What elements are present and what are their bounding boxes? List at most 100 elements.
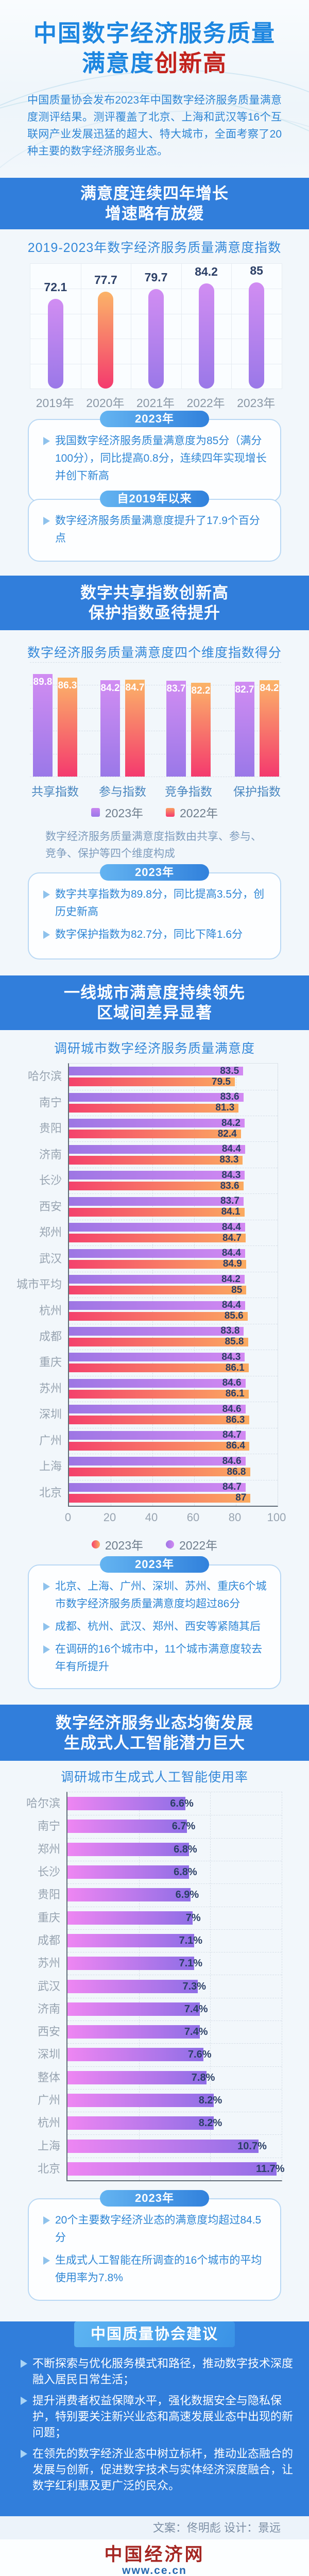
chart3-value-label: 84.3 xyxy=(221,1169,241,1181)
chart3-bar-2023 xyxy=(69,1389,249,1399)
chart4-bar xyxy=(67,1865,189,1879)
chart1-value-label: 85 xyxy=(250,264,263,278)
chart3-city-label: 上海 xyxy=(39,1460,62,1473)
chart3-x-tick: 0 xyxy=(64,1511,72,1524)
chart2-bar-2022年 xyxy=(125,680,145,777)
callout-ai: 2023年 20个主要数字经济业态的满意度均超过84.5分 生成式人工智能在所调… xyxy=(0,2190,309,2314)
chart2-bar-2022年 xyxy=(191,682,211,777)
chart4-title: 调研城市生成式人工智能使用率 xyxy=(60,1770,248,1784)
chart1-x-label: 2023年 xyxy=(237,396,276,410)
chart4-value-label: 7.6% xyxy=(187,2049,212,2061)
chart3-bar-2022 xyxy=(69,1378,246,1388)
legend-swatch-purple xyxy=(91,807,100,817)
chart3-value-label: 83.7 xyxy=(220,1196,239,1207)
chart3-city-label: 成都 xyxy=(39,1329,62,1343)
chart1-value-label: 77.7 xyxy=(94,273,117,287)
chart4-city-label: 西安 xyxy=(37,2025,60,2039)
chart2-bar-2023年 xyxy=(33,674,53,777)
chart3-city-label: 哈尔滨 xyxy=(27,1070,62,1083)
chart3-value-label: 83.6 xyxy=(220,1091,239,1103)
chart-dimensions-section: 数字经济服务质量满意度四个维度指数得分 89.8 84.2 83.7 82.7 86.3… xyxy=(0,630,309,864)
chart3-plot: 哈尔滨 83.5 79.5 南宁 83.6 81.3 贵阳 84.2 82.4 济南 84.4 83.… xyxy=(16,1063,278,1507)
chart4-value-label: 7.1% xyxy=(179,1958,203,1969)
callout-box: 20个主要数字经济业态的满意度均超过84.5分 生成式人工智能在所调查的16个城… xyxy=(28,2198,281,2301)
chart4-city-label: 武汉 xyxy=(37,1979,60,1993)
chart4-city-label: 贵阳 xyxy=(37,1888,60,1901)
chart4-bar xyxy=(67,1820,187,1833)
chart3-value-label: 81.3 xyxy=(215,1102,235,1114)
bullet-item: 20个主要数字经济业态的满意度均超过84.5分 xyxy=(43,2212,268,2247)
chart3-legend: 2023年 2022年 xyxy=(0,1536,309,1553)
band-line: 保护指数亟待提升 xyxy=(89,604,220,622)
badge-2023: 2023年 xyxy=(100,1556,209,1573)
chart4-bar xyxy=(67,1979,198,1993)
chart1-value-label: 72.1 xyxy=(44,280,67,294)
chart1-xlabels: 2019年 2020年 2021年 2022年 2023年 xyxy=(30,393,281,411)
chart2-note: 数字经济服务质量满意度指数由共享、参与、竞争、保护等四个维度构成 xyxy=(45,831,262,860)
chart2-value-label: 82.7 xyxy=(235,684,254,696)
chart4-bar xyxy=(67,2025,200,2039)
badge-2023: 2023年 xyxy=(100,2190,209,2207)
chart3-bar-2022 xyxy=(69,1483,246,1492)
chart3-city-label: 广州 xyxy=(39,1434,62,1447)
chart4-city-label: 深圳 xyxy=(37,2048,60,2061)
legend-item-2023: 2023年 xyxy=(91,1536,143,1553)
chart3-city-label: 苏州 xyxy=(39,1382,62,1395)
chart3-value-label: 85.8 xyxy=(225,1336,244,1348)
chart3-bar-2023 xyxy=(69,1234,246,1243)
chart1-bar xyxy=(249,282,265,389)
chart3-bar-2023 xyxy=(69,1130,241,1139)
chart3-bar-2022 xyxy=(69,1197,244,1206)
chart4-value-label: 10.7% xyxy=(237,2140,267,2152)
chart4-bar xyxy=(67,1842,189,1856)
chart3-value-label: 84.9 xyxy=(222,1258,242,1269)
chart3-value-label: 79.5 xyxy=(212,1076,231,1087)
chart4-bar xyxy=(67,2116,214,2130)
chart3-bar-2022 xyxy=(69,1353,245,1362)
bullet-item: 数字保护指数为82.7分，同比下降1.6分 xyxy=(43,926,268,944)
chart3-bar-2023 xyxy=(69,1311,248,1321)
chart4-bar xyxy=(67,1957,195,1971)
title-line1: 中国数字经济服务质量 xyxy=(33,20,276,46)
chart4-bar xyxy=(67,2048,203,2062)
chart3-value-label: 86.4 xyxy=(226,1440,245,1452)
callout-2023: 2023年 我国数字经济服务质量满意度为85分（满分100分），同比提高0.8分… xyxy=(0,408,309,576)
chart3-bar-2023 xyxy=(69,1363,249,1373)
chart3-bar-2022 xyxy=(69,1457,246,1466)
chart1-x-label: 2019年 xyxy=(36,396,74,410)
chart2-plot: 89.8 84.2 83.7 82.7 86.3 84.7 82.2 84.2 xyxy=(30,662,281,777)
callout-box: 数字共享指数为89.8分，同比提高3.5分，创历史新高 数字保护指数为82.7分… xyxy=(28,872,281,959)
arrow-icon xyxy=(21,2397,27,2405)
bullet-item: 提升消费者权益保障水平，强化数据安全与隐私保护，特别要关注新兴业态和高速发展业态… xyxy=(21,2393,294,2440)
chart3-value-label: 83.5 xyxy=(220,1065,239,1076)
chart3-city-label: 贵阳 xyxy=(39,1122,62,1135)
chart3-bar-2022 xyxy=(69,1301,245,1310)
chart3-city-label: 杭州 xyxy=(39,1304,62,1317)
chart2-bar-2023年 xyxy=(166,681,186,777)
chart4-bar xyxy=(67,1933,195,1947)
chart4-bar xyxy=(67,1797,185,1811)
chart3-city-label: 南宁 xyxy=(39,1096,62,1109)
chart4-city-label: 北京 xyxy=(37,2162,60,2175)
chart2-category-label: 共享指数 xyxy=(31,785,79,798)
callout-share-index: 2023年 数字共享指数为89.8分，同比提高3.5分，创历史新高 数字保护指数… xyxy=(0,864,309,975)
chart4-city-label: 郑州 xyxy=(37,1842,60,1856)
chart4-bar xyxy=(67,2162,277,2176)
chart2-value-label: 83.7 xyxy=(166,683,186,695)
band-line: 满意度连续四年增长 xyxy=(80,184,229,203)
callout-box: 北京、上海、广州、深圳、苏州、重庆6个城市数字经济服务质量满意度均超过86分 成… xyxy=(28,1564,281,1689)
chart2-value-label: 82.2 xyxy=(191,685,211,696)
chart3-value-label: 84.4 xyxy=(221,1221,241,1233)
chart3-value-label: 86.8 xyxy=(227,1466,246,1477)
bullet-item: 成都、杭州、武汉、郑州、西安等紧随其后 xyxy=(43,1618,268,1636)
chart-ai-usage-section: 调研城市生成式人工智能使用率 哈尔滨 6.6% 南宁 6.7% 郑州 6.8% 长沙 6.8%… xyxy=(0,1761,309,2190)
chart3-value-label: 84.3 xyxy=(221,1351,241,1362)
chart4-value-label: 6.8% xyxy=(174,1866,197,1878)
chart2-title: 数字经济服务质量满意度四个维度指数得分 xyxy=(27,646,282,660)
chart3-bar-2023 xyxy=(69,1337,248,1346)
credit-line: 文案：佟明彪 设计：景远 xyxy=(0,2516,309,2539)
chart4-value-label: 8.2% xyxy=(198,2117,222,2129)
chart4-city-label: 杭州 xyxy=(37,2116,60,2130)
band-line: 数字经济服务业态均衡发展 xyxy=(56,1713,253,1732)
chart4-city-label: 济南 xyxy=(37,2002,60,2015)
